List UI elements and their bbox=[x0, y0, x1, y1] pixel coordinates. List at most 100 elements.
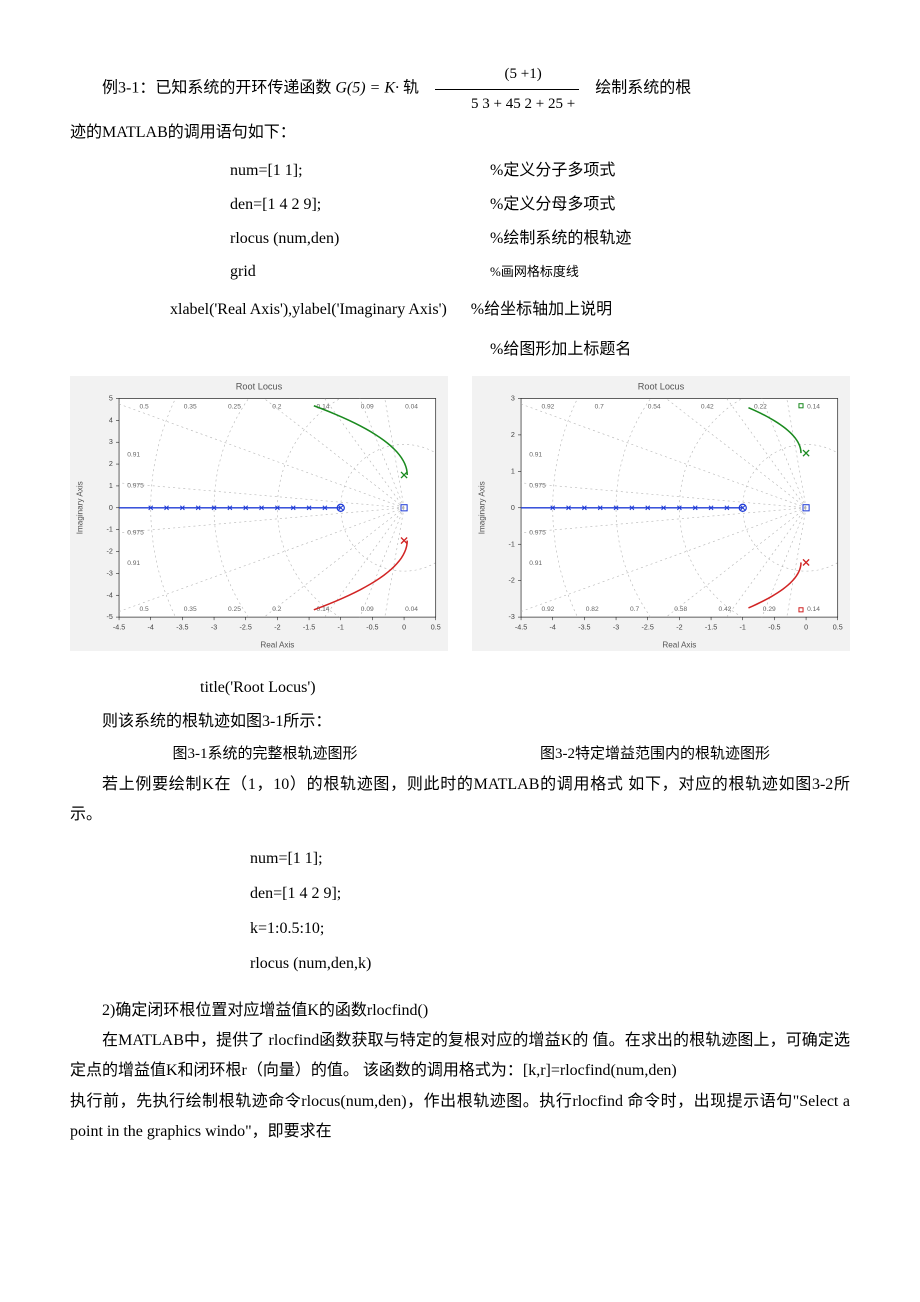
svg-text:0: 0 bbox=[511, 503, 515, 511]
root-locus-chart-1: Root Locus-4.5-4-3.5-3-2.5-2-1.5-1-0.500… bbox=[70, 376, 448, 652]
code: num=[1 1]; bbox=[230, 154, 490, 188]
svg-text:0.5: 0.5 bbox=[139, 403, 149, 410]
svg-text:0.04: 0.04 bbox=[405, 606, 418, 613]
paragraph: 执行前，先执行绘制根轨迹命令rlocus(num,den)，作出根轨迹图。执行r… bbox=[70, 1087, 850, 1148]
svg-text:5: 5 bbox=[109, 394, 113, 402]
svg-text:0.92: 0.92 bbox=[541, 606, 554, 613]
svg-text:-4.5: -4.5 bbox=[515, 623, 527, 631]
title-code: title('Root Locus') bbox=[200, 673, 850, 703]
svg-text:-2.5: -2.5 bbox=[240, 623, 252, 631]
svg-text:Root Locus: Root Locus bbox=[638, 381, 685, 391]
svg-text:Root Locus: Root Locus bbox=[236, 381, 283, 391]
svg-text:-3.5: -3.5 bbox=[176, 623, 188, 631]
code-line: den=[1 4 2 9]; bbox=[250, 876, 850, 911]
root-locus-chart-2: Root Locus-4.5-4-3.5-3-2.5-2-1.5-1-0.500… bbox=[472, 376, 850, 652]
svg-text:0.35: 0.35 bbox=[184, 403, 197, 410]
code: xlabel('Real Axis'),ylabel('Imaginary Ax… bbox=[170, 295, 447, 325]
svg-text:-2: -2 bbox=[274, 623, 280, 631]
svg-text:0: 0 bbox=[402, 623, 406, 631]
svg-text:0.42: 0.42 bbox=[701, 403, 714, 410]
svg-text:-4: -4 bbox=[148, 623, 154, 631]
code: rlocus (num,den) bbox=[230, 222, 490, 256]
svg-text:0.22: 0.22 bbox=[754, 403, 767, 410]
svg-text:0.975: 0.975 bbox=[529, 529, 546, 536]
svg-text:0.04: 0.04 bbox=[405, 403, 418, 410]
svg-text:1: 1 bbox=[511, 467, 515, 475]
svg-text:0.91: 0.91 bbox=[529, 451, 542, 458]
svg-text:0.09: 0.09 bbox=[361, 403, 374, 410]
svg-text:0.58: 0.58 bbox=[674, 606, 687, 613]
text: 绘制系统的根 bbox=[595, 80, 691, 97]
code-line: num=[1 1]; bbox=[250, 841, 850, 876]
code-line: k=1:0.5:10; bbox=[250, 911, 850, 946]
svg-text:0.09: 0.09 bbox=[361, 606, 374, 613]
caption-right: 图3-2特定增益范围内的根轨迹图形 bbox=[460, 740, 850, 769]
svg-text:Imaginary Axis: Imaginary Axis bbox=[477, 481, 486, 534]
svg-text:0: 0 bbox=[109, 503, 113, 511]
svg-text:0.14: 0.14 bbox=[807, 403, 820, 410]
svg-text:-3: -3 bbox=[509, 613, 515, 621]
code: grid bbox=[230, 255, 490, 289]
svg-text:0.29: 0.29 bbox=[763, 606, 776, 613]
figure-captions: 图3-1系统的完整根轨迹图形 图3-2特定增益范围内的根轨迹图形 bbox=[70, 740, 850, 769]
code-line: rlocus (num,den,k) bbox=[250, 946, 850, 981]
code-line: xlabel('Real Axis'),ylabel('Imaginary Ax… bbox=[170, 295, 850, 325]
paragraph: 2)确定闭环根位置对应增益值K的函数rlocfind() bbox=[70, 996, 850, 1026]
comment: %给坐标轴加上说明 bbox=[471, 295, 612, 325]
svg-text:2: 2 bbox=[109, 460, 113, 468]
svg-text:0.91: 0.91 bbox=[127, 451, 140, 458]
svg-text:0.25: 0.25 bbox=[228, 403, 241, 410]
svg-text:-1.5: -1.5 bbox=[705, 623, 717, 631]
svg-text:-2: -2 bbox=[676, 623, 682, 631]
code-block-2: num=[1 1]; den=[1 4 2 9]; k=1:0.5:10; rl… bbox=[250, 841, 850, 982]
svg-text:2: 2 bbox=[511, 431, 515, 439]
svg-text:-2.5: -2.5 bbox=[642, 623, 654, 631]
paragraph: 则该系统的根轨迹如图3-1所示： bbox=[70, 707, 850, 737]
svg-text:3: 3 bbox=[109, 438, 113, 446]
svg-text:0.54: 0.54 bbox=[648, 403, 661, 410]
svg-text:0.35: 0.35 bbox=[184, 606, 197, 613]
comment: %定义分子多项式 bbox=[490, 154, 615, 188]
text: 例3-1：已知系统的开环传递函数 bbox=[102, 80, 331, 97]
comment: %给图形加上标题名 bbox=[490, 335, 850, 365]
svg-text:-5: -5 bbox=[107, 613, 113, 621]
svg-text:0.42: 0.42 bbox=[719, 606, 732, 613]
svg-text:0.5: 0.5 bbox=[139, 606, 149, 613]
svg-text:0.91: 0.91 bbox=[127, 560, 140, 567]
svg-text:4: 4 bbox=[109, 416, 113, 424]
numerator: (5 +1) bbox=[435, 60, 579, 90]
code: den=[1 4 2 9]; bbox=[230, 188, 490, 222]
paragraph: 迹的MATLAB的调用语句如下： bbox=[70, 118, 850, 148]
svg-text:Imaginary Axis: Imaginary Axis bbox=[75, 481, 84, 534]
denominator: 5 3 + 45 2 + 25 + bbox=[435, 90, 579, 119]
svg-text:-4.5: -4.5 bbox=[113, 623, 125, 631]
svg-text:-1: -1 bbox=[740, 623, 746, 631]
svg-text:-1: -1 bbox=[107, 525, 113, 533]
svg-text:0.975: 0.975 bbox=[529, 482, 546, 489]
svg-text:0.92: 0.92 bbox=[541, 403, 554, 410]
svg-text:-0.5: -0.5 bbox=[366, 623, 378, 631]
paragraph: 若上例要绘制K在（1，10）的根轨迹图，则此时的MATLAB的调用格式 如下，对… bbox=[70, 770, 850, 831]
svg-text:-4: -4 bbox=[107, 591, 113, 599]
svg-text:1: 1 bbox=[109, 482, 113, 490]
code-line: num=[1 1]; %定义分子多项式 bbox=[230, 154, 850, 188]
comment: %定义分母多项式 bbox=[490, 188, 615, 222]
chart-right: Root Locus-4.5-4-3.5-3-2.5-2-1.5-1-0.500… bbox=[472, 376, 850, 663]
svg-text:-1: -1 bbox=[338, 623, 344, 631]
svg-text:0.2: 0.2 bbox=[272, 606, 282, 613]
svg-text:0.14: 0.14 bbox=[807, 606, 820, 613]
chart-left: Root Locus-4.5-4-3.5-3-2.5-2-1.5-1-0.500… bbox=[70, 376, 448, 663]
svg-text:-1: -1 bbox=[509, 540, 515, 548]
svg-text:3: 3 bbox=[511, 394, 515, 402]
svg-text:-3: -3 bbox=[211, 623, 217, 631]
svg-text:-3: -3 bbox=[107, 569, 113, 577]
svg-text:Real Axis: Real Axis bbox=[662, 640, 696, 649]
svg-text:-2: -2 bbox=[107, 547, 113, 555]
text: 轨 bbox=[403, 80, 419, 97]
svg-text:0.25: 0.25 bbox=[228, 606, 241, 613]
svg-text:0.2: 0.2 bbox=[272, 403, 282, 410]
svg-text:0.975: 0.975 bbox=[127, 529, 144, 536]
paragraph: 在MATLAB中，提供了 rlocfind函数获取与特定的复根对应的增益K的 值… bbox=[70, 1026, 850, 1087]
svg-text:0.91: 0.91 bbox=[529, 560, 542, 567]
svg-text:0.5: 0.5 bbox=[431, 623, 441, 631]
